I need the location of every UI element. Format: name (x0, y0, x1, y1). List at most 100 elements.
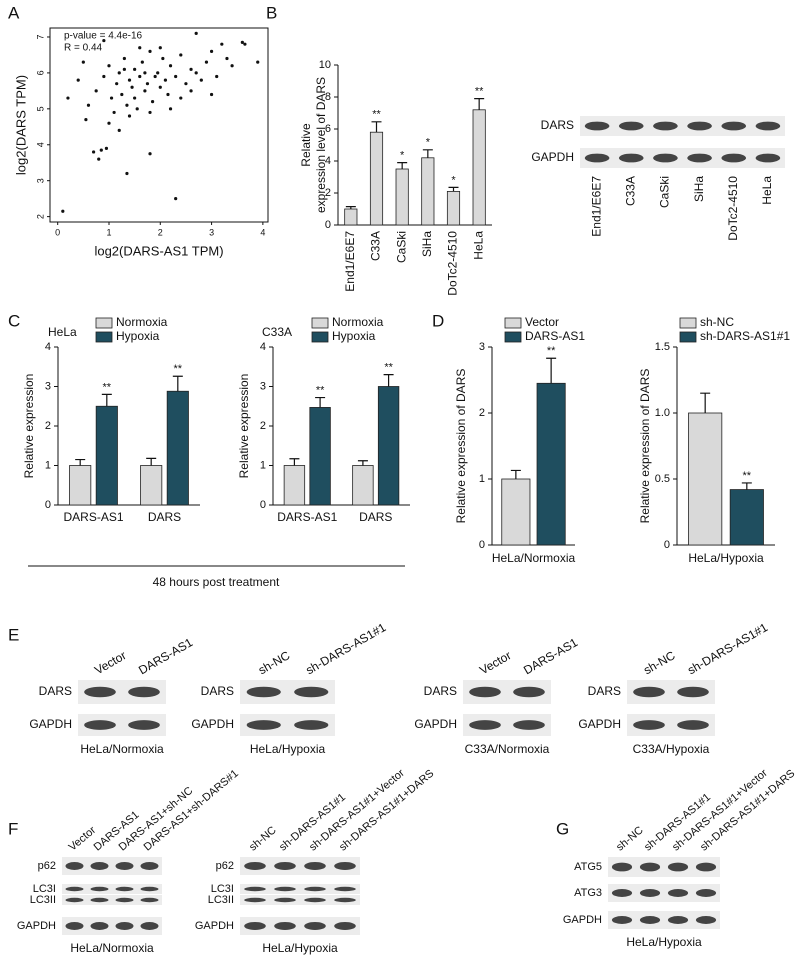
bar (421, 157, 435, 226)
scatter-point (194, 71, 198, 75)
panel-letter: C (8, 311, 20, 330)
blot-row-label: LC3II (208, 894, 234, 906)
y-tick-label: 0 (325, 219, 331, 231)
error-bar (357, 460, 368, 466)
scatter-point (209, 49, 214, 53)
blot-band (677, 720, 709, 730)
blot-row-label: GAPDH (17, 920, 56, 932)
scatter-point (209, 92, 214, 97)
blot-band (721, 121, 747, 131)
blot-band (244, 922, 266, 930)
legend-label: Hypoxia (332, 329, 376, 343)
scatter-point (156, 71, 160, 75)
blot-band (84, 720, 116, 730)
scatter-point (107, 64, 111, 68)
blot-band (246, 720, 281, 730)
error-bar (146, 457, 157, 466)
y-tick-label: 0 (664, 539, 670, 551)
error-bar (383, 374, 394, 387)
annotation: R = 0.44 (64, 43, 103, 54)
scatter-point (189, 67, 193, 71)
y-tick-label: 3 (35, 178, 45, 183)
bar (352, 465, 374, 506)
scatter-point (174, 197, 178, 201)
y-tick-label: 1 (45, 459, 51, 471)
blot-row-label: p62 (216, 860, 234, 872)
error-bar (510, 469, 521, 479)
x-tick-label: DARS-AS1 (63, 510, 123, 524)
blot-row-label: GAPDH (563, 914, 602, 926)
panel-letter: E (8, 625, 19, 644)
scatter-point (230, 64, 234, 68)
scatter-point (120, 92, 124, 97)
blot-band (687, 153, 712, 163)
significance-label: ** (743, 470, 752, 482)
blot-band (687, 121, 712, 131)
blot-band (695, 862, 717, 872)
blot-band (584, 153, 610, 163)
y-tick-label: 0 (260, 499, 266, 511)
y-tick-label: 2 (45, 420, 51, 432)
blot-band (274, 897, 296, 903)
blot-band (695, 889, 717, 897)
blot-band (140, 922, 159, 930)
blot-strip (580, 116, 785, 136)
scatter-point (166, 92, 170, 97)
panel-letter: F (8, 819, 18, 838)
blot-band (334, 922, 356, 930)
blot-row-label: GAPDH (191, 717, 234, 731)
blot-band (304, 897, 326, 903)
y-tick-label: 4 (325, 155, 331, 167)
x-tick-label: CaSki (394, 231, 408, 263)
x-tick-label: DARS-AS1 (277, 510, 337, 524)
significance-label: * (400, 150, 405, 162)
blot-row-label: DARS (39, 684, 72, 698)
scatter-point (84, 118, 88, 122)
scatter-point (148, 49, 152, 53)
legend-swatch (504, 331, 522, 343)
bar (309, 407, 331, 506)
blot-row-label: GAPDH (29, 717, 72, 731)
scatter-point (189, 89, 193, 93)
legend-swatch (95, 331, 113, 343)
y-tick-label: 6 (325, 123, 331, 135)
y-axis-label: Relative expression (22, 374, 36, 479)
scatter-point (143, 89, 147, 93)
blot-band (513, 720, 545, 730)
error-bar (371, 121, 382, 133)
x-tick-label: DoTc2-4510 (446, 231, 460, 296)
scatter-point (115, 82, 119, 86)
scatter-point (194, 31, 198, 35)
blot-band (677, 686, 709, 698)
blot-lane-label: DARS-AS1 (521, 635, 580, 677)
scatter-point (127, 114, 132, 118)
blot-row-label: LC3I (33, 883, 56, 895)
legend-label: sh-DARS-AS1#1 (700, 329, 790, 343)
x-tick-label: HeLa (471, 231, 485, 260)
y-axis-label: Relative expression of DARS (638, 369, 652, 524)
blot-band (304, 886, 326, 892)
blot-lane-label: sh-NC (641, 648, 678, 677)
scatter-point (215, 74, 219, 79)
x-axis-label: log2(DARS-AS1 TPM) (94, 243, 223, 258)
scatter-point (97, 157, 101, 161)
blot-row-label: ATG5 (574, 861, 602, 873)
y-tick-label: 2 (35, 214, 45, 219)
chart-title: HeLa (48, 325, 77, 339)
bar (369, 131, 384, 226)
y-tick-label: 1.5 (655, 341, 670, 353)
blot-row-label: DARS (201, 684, 234, 698)
blot-band (611, 916, 633, 924)
blot-lane-label: CaSki (658, 176, 672, 208)
blot-band (695, 916, 717, 924)
blot-band (334, 862, 356, 870)
scatter-point (225, 56, 229, 61)
error-bar (289, 458, 300, 466)
legend-label: Hypoxia (116, 329, 160, 343)
scatter-point (104, 146, 109, 150)
y-tick-label: 4 (260, 341, 266, 353)
blot-caption: HeLa/Hypoxia (626, 935, 702, 949)
scatter-point (158, 85, 162, 89)
bar (69, 465, 92, 506)
blot-row-label: LC3I (211, 883, 234, 895)
